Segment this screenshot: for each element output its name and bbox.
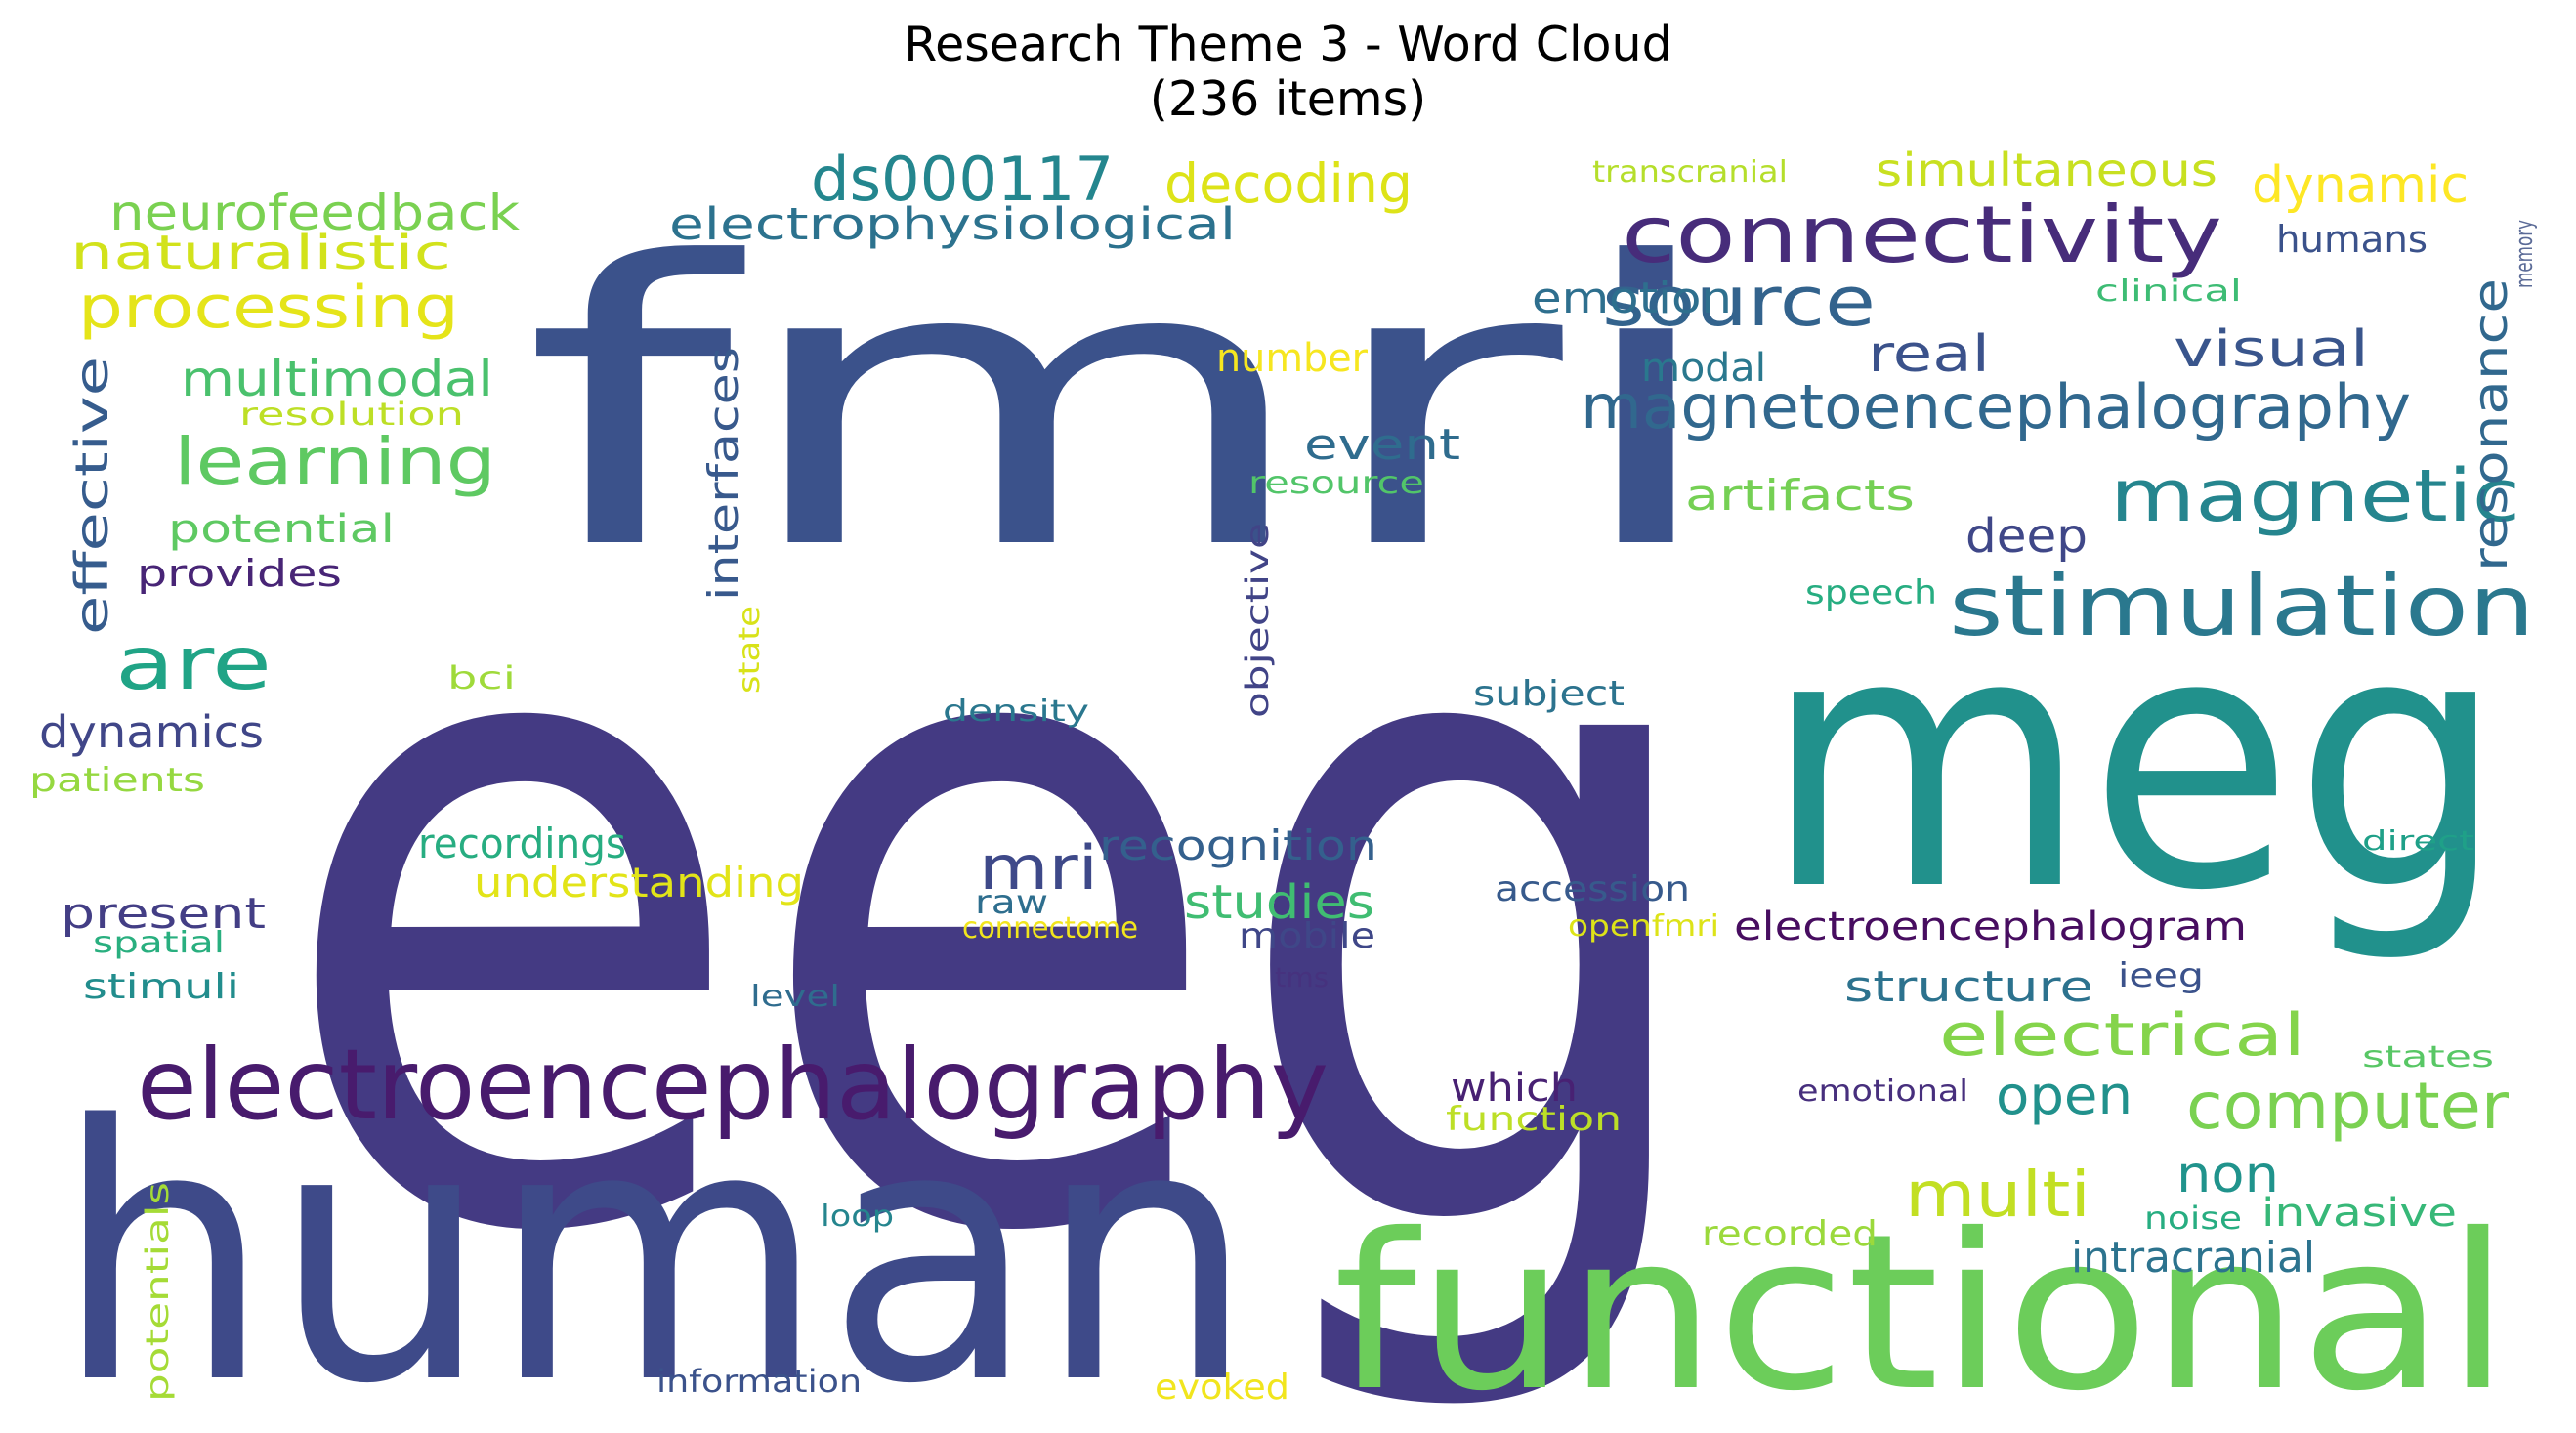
word-patients: patients xyxy=(29,761,205,800)
word-state: state xyxy=(733,606,767,694)
word-learning: learning xyxy=(174,424,496,499)
word-multi: multi xyxy=(1905,1159,2090,1232)
word-bci: bci xyxy=(447,659,516,696)
word-fmri: fmri xyxy=(523,181,1729,635)
word-resonance: resonance xyxy=(2464,278,2518,571)
word-present: present xyxy=(61,889,266,939)
word-resolution: resolution xyxy=(239,396,464,433)
word-magnetic: magnetic xyxy=(2110,454,2520,538)
word-provides: provides xyxy=(137,552,342,595)
word-function: function xyxy=(1446,1100,1622,1139)
word-dynamics: dynamics xyxy=(39,706,264,758)
word-memory: memory xyxy=(2511,220,2538,288)
word-electroencephalography: electroencephalography xyxy=(137,1028,1329,1142)
word-are: are xyxy=(115,620,272,706)
word-resource: resource xyxy=(1248,464,1424,501)
word-objective: objective xyxy=(1239,523,1276,718)
word-connectome: connectome xyxy=(962,911,1138,946)
word-studies: studies xyxy=(1184,875,1374,930)
word-processing: processing xyxy=(78,274,459,342)
word-eeg: eeg xyxy=(274,382,1719,1428)
word-transcranial: transcranial xyxy=(1592,155,1788,190)
word-evoked: evoked xyxy=(1155,1368,1289,1408)
word-accession: accession xyxy=(1495,869,1690,909)
word-understanding: understanding xyxy=(474,859,804,906)
word-decoding: decoding xyxy=(1164,152,1413,215)
word-connectivity: connectivity xyxy=(1622,190,2222,280)
word-raw: raw xyxy=(975,883,1048,922)
word-recorded: recorded xyxy=(1702,1214,1878,1254)
word-ds000117: ds000117 xyxy=(811,144,1114,215)
word-potential: potential xyxy=(168,507,395,552)
word-stimuli: stimuli xyxy=(83,967,239,1007)
word-density: density xyxy=(943,695,1089,729)
word-neurofeedback: neurofeedback xyxy=(109,185,520,241)
word-states: states xyxy=(2362,1040,2494,1075)
word-artifacts: artifacts xyxy=(1685,471,1915,521)
word-electroencephalogram: electroencephalogram xyxy=(1734,905,2247,949)
word-mobile: mobile xyxy=(1239,916,1375,956)
word-multimodal: multimodal xyxy=(181,351,493,407)
word-clinical: clinical xyxy=(2095,274,2242,309)
word-speech: speech xyxy=(1805,573,1937,612)
word-computer: computer xyxy=(2186,1069,2510,1144)
word-structure: structure xyxy=(1844,962,2093,1012)
word-open: open xyxy=(1996,1065,2133,1126)
word-which: which xyxy=(1451,1066,1578,1111)
word-interfaces: interfaces xyxy=(699,347,747,601)
word-visual: visual xyxy=(2174,320,2369,379)
word-humans: humans xyxy=(2276,218,2428,261)
word-invasive: invasive xyxy=(2261,1191,2457,1236)
word-simultaneous: simultaneous xyxy=(1876,144,2217,196)
word-dynamic: dynamic xyxy=(2252,156,2469,215)
word-tms: tms xyxy=(1275,961,1329,993)
word-source: source xyxy=(1602,262,1876,342)
word-human: human xyxy=(54,1051,1255,1433)
word-functional: functional xyxy=(1333,1188,2511,1433)
word-noise: noise xyxy=(2144,1200,2242,1237)
word-magnetoencephalography: magnetoencephalography xyxy=(1581,371,2411,443)
word-effective: effective xyxy=(65,357,118,635)
word-ieeg: ieeg xyxy=(2118,956,2204,995)
word-loop: loop xyxy=(821,1200,894,1234)
word-spatial: spatial xyxy=(93,926,225,960)
word-direct: direct xyxy=(2362,824,2474,857)
word-stimulation: stimulation xyxy=(1949,558,2535,655)
word-electrophysiological: electrophysiological xyxy=(669,198,1236,250)
word-meg: meg xyxy=(1763,558,2506,967)
chart-title: Research Theme 3 - Word Cloud (236 items… xyxy=(0,18,2576,127)
word-recognition: recognition xyxy=(1099,822,1377,869)
word-emotional: emotional xyxy=(1797,1075,1968,1109)
word-intracranial: intracranial xyxy=(2071,1233,2315,1283)
word-recordings: recordings xyxy=(418,820,626,867)
word-mri: mri xyxy=(979,832,1098,904)
word-potentials: potentials xyxy=(139,1182,176,1402)
word-openfmri: openfmri xyxy=(1568,909,1719,944)
chart-title-line-1: Research Theme 3 - Word Cloud xyxy=(904,17,1672,72)
word-emotion: emotion xyxy=(1532,274,1732,323)
word-level: level xyxy=(750,980,840,1014)
word-modal: modal xyxy=(1641,346,1766,391)
chart-title-line-2: (236 items) xyxy=(1149,71,1427,127)
word-event: event xyxy=(1304,420,1460,470)
word-subject: subject xyxy=(1473,674,1625,714)
word-real: real xyxy=(1868,325,1990,384)
word-number: number xyxy=(1216,336,1369,381)
word-electrical: electrical xyxy=(1939,1001,2305,1070)
word-deep: deep xyxy=(1965,509,2088,564)
word-information: information xyxy=(656,1363,862,1400)
word-non: non xyxy=(2176,1146,2279,1204)
word-naturalistic: naturalistic xyxy=(70,226,451,280)
